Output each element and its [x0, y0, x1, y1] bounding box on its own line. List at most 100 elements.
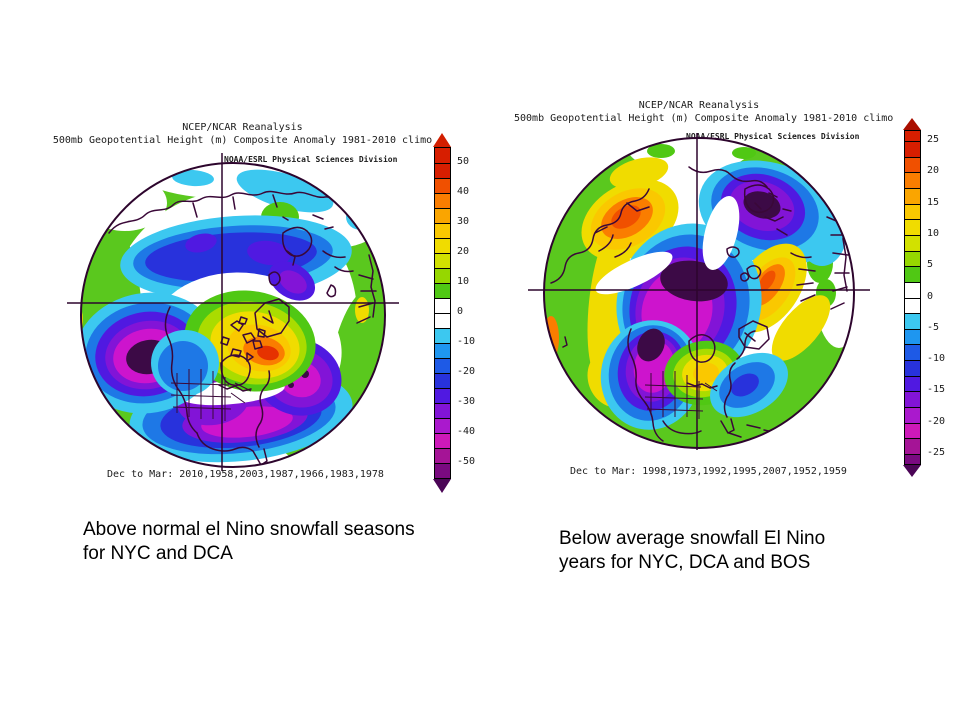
colorbar-segment: [905, 360, 920, 376]
right-map-outline: [543, 137, 855, 449]
colorbar-tick-line: [435, 448, 450, 449]
colorbar-tick-line: [435, 193, 450, 194]
colorbar-segment: [905, 423, 920, 438]
colorbar-tick-label: 30: [457, 216, 470, 227]
colorbar-tick-line: [905, 282, 920, 283]
colorbar-down-arrow: [903, 465, 921, 477]
colorbar-tick-line: [905, 204, 920, 205]
colorbar-segment: [435, 448, 450, 463]
colorbar-segment: [435, 343, 450, 358]
left-figure-title-line1: NCEP/NCAR Reanalysis: [182, 122, 303, 133]
colorbar-tick-line: [435, 283, 450, 284]
colorbar-segment: [905, 219, 920, 235]
colorbar-tick-label: 25: [927, 134, 940, 145]
colorbar-scale: [904, 130, 921, 465]
colorbar-tick-line: [435, 358, 450, 359]
colorbar-tick-line: [435, 208, 450, 209]
colorbar-tick-line: [905, 141, 920, 142]
colorbar-segment: [435, 298, 450, 313]
colorbar-segment: [435, 463, 450, 478]
right-figure-title-line2: 500mb Geopotential Height (m) Composite …: [514, 113, 894, 124]
left-map-coastlines: [108, 190, 377, 467]
colorbar-tick-line: [435, 388, 450, 389]
colorbar-tick-label: 20: [927, 165, 940, 177]
colorbar-segment: [905, 313, 920, 329]
colorbar-tick-line: [905, 235, 920, 236]
colorbar-tick-line: [905, 219, 920, 220]
right-figure-title-line1: NCEP/NCAR Reanalysis: [638, 100, 760, 111]
colorbar-up-arrow: [433, 133, 451, 147]
colorbar-segment: [435, 313, 450, 328]
left-map-outline: [80, 162, 386, 468]
colorbar-segment: [435, 163, 450, 178]
colorbar-tick-line: [905, 344, 920, 345]
colorbar-tick-label: -10: [927, 353, 946, 365]
right-annotation-line2: years for NYC, DCA and BOS: [559, 552, 811, 573]
colorbar-tick-line: [435, 343, 450, 344]
right-colorbar: 25 20 15 10 5 0 -5 -10 -15 -20 -25: [903, 118, 959, 479]
colorbar-tick-line: [905, 251, 920, 252]
right-annotation-line1: Below average snowfall El Nino: [559, 528, 826, 549]
colorbar-tick-line: [435, 178, 450, 179]
colorbar-segment: [905, 454, 920, 464]
colorbar-segment: [435, 178, 450, 193]
colorbar-segment: [905, 407, 920, 423]
colorbar-tick-line: [435, 223, 450, 224]
colorbar-tick-line: [435, 328, 450, 329]
colorbar-segment: [905, 204, 920, 219]
colorbar-tick-line: [435, 433, 450, 434]
colorbar-segment: [435, 328, 450, 343]
colorbar-tick-line: [905, 407, 920, 408]
colorbar-segment: [435, 238, 450, 253]
colorbar-tick-label: 10: [927, 227, 940, 239]
colorbar-segment: [905, 266, 920, 282]
right-map: [528, 133, 870, 450]
colorbar-segment: [435, 358, 450, 373]
colorbar-up-arrow: [903, 118, 921, 130]
colorbar-tick-line: [905, 454, 920, 455]
left-annotation-line2: for NYC and DCA: [83, 543, 233, 564]
colorbar-segment: [435, 433, 450, 448]
colorbar-tick-label: -50: [457, 456, 476, 467]
colorbar-segment: [905, 251, 920, 266]
colorbar-segment: [905, 329, 920, 344]
colorbar-tick-label: -15: [927, 384, 946, 396]
colorbar-tick-line: [905, 423, 920, 424]
colorbar-segment: [905, 391, 920, 407]
left-colorbar: 50 40 30 20 10 0 -10 -20 -30 -40 -50: [433, 133, 489, 495]
colorbar-tick-line: [905, 266, 920, 267]
colorbar-segment: [435, 283, 450, 298]
left-map: [67, 153, 399, 471]
colorbar-segment: [905, 376, 920, 391]
colorbar-segment: [435, 418, 450, 433]
colorbar-tick-line: [435, 163, 450, 164]
colorbar-tick-label: -30: [457, 396, 476, 407]
colorbar-tick-label: 0: [927, 290, 934, 302]
colorbar-tick-label: -10: [457, 336, 476, 347]
colorbar-tick-line: [435, 253, 450, 254]
colorbar-segment: [435, 268, 450, 283]
colorbar-down-arrow: [433, 479, 451, 493]
colorbar-segment: [435, 403, 450, 418]
colorbar-segment: [435, 373, 450, 388]
colorbar-tick-line: [905, 329, 920, 330]
colorbar-tick-label: -20: [457, 366, 476, 377]
colorbar-segment: [435, 148, 450, 163]
right-annotation: Below average snowfall El Nino years for…: [559, 527, 919, 575]
right-map-state-borders: [644, 371, 718, 419]
colorbar-tick-label: 15: [927, 196, 940, 208]
colorbar-tick-label: 20: [457, 246, 470, 257]
colorbar-segment: [905, 131, 920, 141]
colorbar-segment: [905, 235, 920, 251]
colorbar-segment: [435, 388, 450, 403]
colorbar-tick-line: [435, 418, 450, 419]
left-annotation: Above normal el Nino snowfall seasons fo…: [83, 518, 503, 566]
colorbar-tick-label: 5: [927, 259, 934, 271]
colorbar-tick-line: [435, 298, 450, 299]
colorbar-segment: [905, 141, 920, 157]
left-annotation-line1: Above normal el Nino snowfall seasons: [83, 519, 415, 540]
colorbar-tick-line: [905, 157, 920, 158]
left-map-caption: Dec to Mar: 2010,1958,2003,1987,1966,198…: [107, 469, 384, 480]
colorbar-tick-label: -40: [457, 426, 476, 437]
